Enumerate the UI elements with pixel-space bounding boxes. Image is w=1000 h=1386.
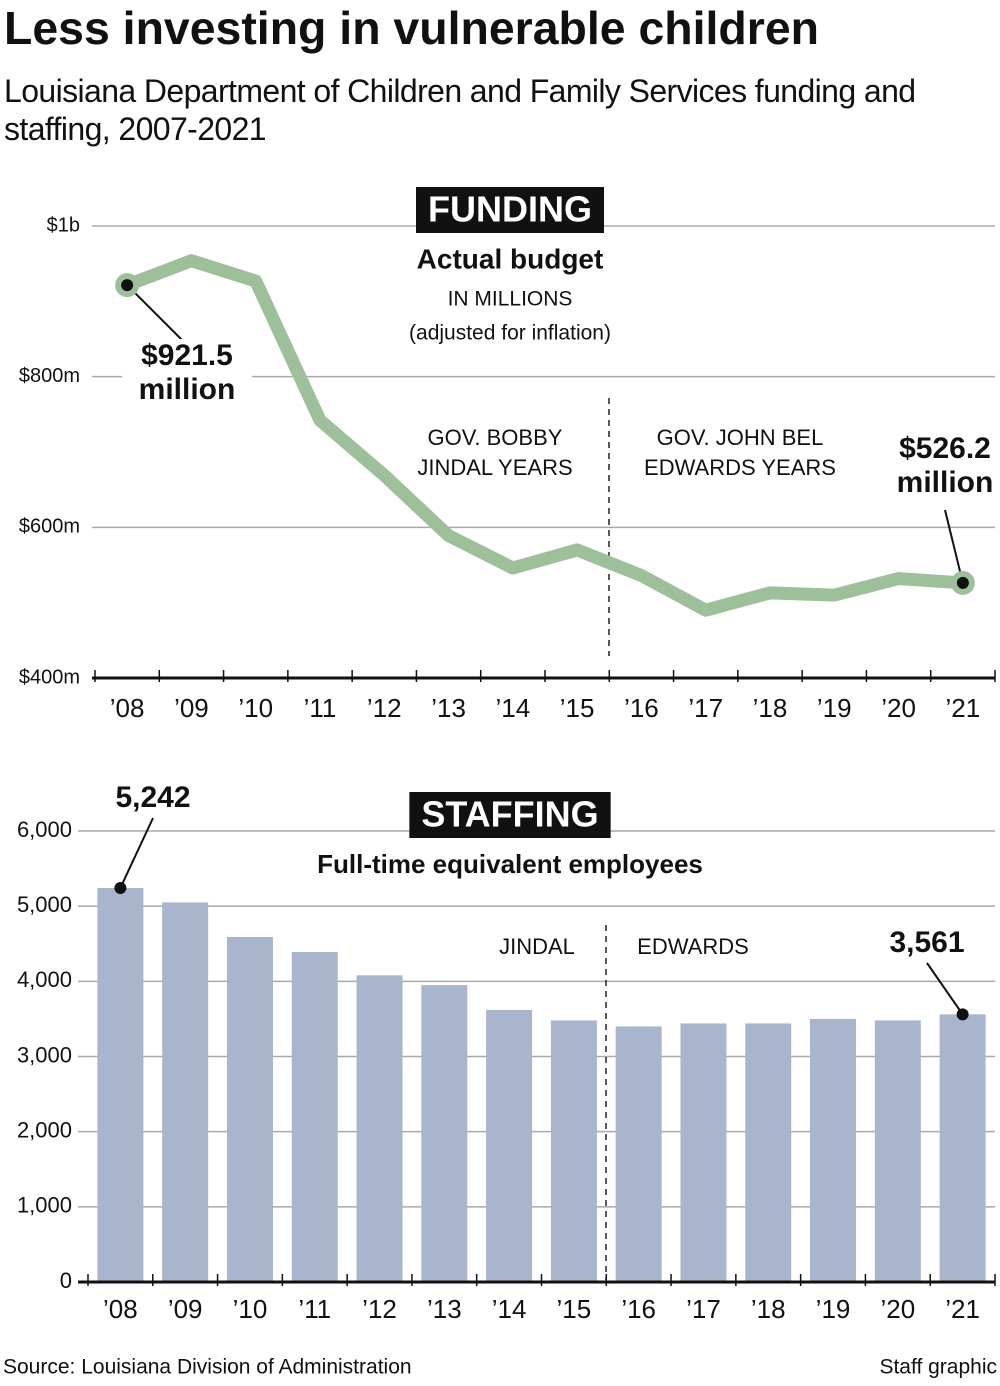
y-tick-label: 1,000 — [17, 1193, 72, 1218]
x-tick-label: ’16 — [621, 1294, 656, 1324]
chart-title: FUNDING — [428, 189, 592, 230]
x-tick-label: ’12 — [367, 693, 402, 723]
source: Source: Louisiana Division of Administra… — [3, 1356, 412, 1379]
x-tick-label: ’18 — [751, 1294, 786, 1324]
bar — [356, 975, 403, 1282]
x-tick-label: ’08 — [110, 693, 145, 723]
chart-note: (adjusted for inflation) — [409, 322, 611, 345]
y-tick-label: $400m — [19, 666, 80, 688]
page-title: Less investing in vulnerable children — [4, 2, 819, 54]
bar — [97, 887, 144, 1282]
page-subtitle: Louisiana Department of Children and Fam… — [4, 73, 916, 148]
bar — [615, 1026, 662, 1282]
funding-line — [120, 254, 970, 617]
x-tick-label: ’11 — [298, 1294, 331, 1324]
period-label: JINDAL — [499, 934, 575, 959]
y-tick-label: $800m — [19, 365, 80, 387]
y-tick-label: 0 — [60, 1268, 72, 1293]
leader-line — [119, 817, 154, 889]
x-tick-label: ’17 — [688, 693, 723, 723]
point-dot — [956, 1008, 969, 1021]
y-tick-label: $1b — [47, 214, 80, 236]
chart-units: IN MILLIONS — [448, 288, 573, 311]
y-tick-label: 4,000 — [17, 967, 72, 992]
x-tick-label: ’20 — [880, 1294, 915, 1324]
credit: Staff graphic — [879, 1356, 997, 1379]
value-label: $526.2 million — [880, 431, 1000, 501]
x-tick-label: ’10 — [238, 693, 273, 723]
x-tick-label: ’15 — [560, 693, 595, 723]
x-tick-label: ’10 — [233, 1294, 268, 1324]
title-badge — [409, 792, 611, 838]
leader-line — [944, 509, 964, 584]
bar — [550, 1020, 597, 1282]
bar — [486, 1009, 533, 1282]
bar — [291, 952, 338, 1282]
period-label: EDWARDS — [637, 934, 749, 959]
chart-subtitle: Full-time equivalent employees — [317, 849, 703, 879]
bar — [421, 985, 468, 1282]
leader-line — [926, 962, 964, 1015]
y-tick-label: 5,000 — [17, 892, 72, 917]
y-tick-label: 2,000 — [17, 1117, 72, 1142]
leader-line — [126, 284, 188, 346]
x-tick-label: ’09 — [174, 693, 209, 723]
y-tick-label: 6,000 — [17, 817, 72, 842]
chart-subtitle: Actual budget — [417, 243, 604, 274]
value-label: 5,242 — [93, 780, 213, 815]
x-tick-label: ’16 — [624, 693, 659, 723]
x-tick-label: ’21 — [946, 693, 981, 723]
bar — [810, 1018, 857, 1282]
bar — [680, 1023, 727, 1282]
chart-title: STAFFING — [421, 794, 598, 835]
bar — [939, 1014, 986, 1282]
x-tick-label: ’13 — [427, 1294, 462, 1324]
x-tick-label: ’21 — [945, 1294, 980, 1324]
x-tick-label: ’19 — [816, 1294, 851, 1324]
bar — [874, 1020, 921, 1282]
point-dot — [956, 576, 969, 589]
point-dot — [121, 279, 134, 292]
x-tick-label: ’14 — [492, 1294, 527, 1324]
x-tick-label: ’14 — [496, 693, 531, 723]
x-tick-label: ’17 — [686, 1294, 721, 1324]
x-tick-label: ’18 — [753, 693, 788, 723]
y-tick-label: $600m — [19, 516, 80, 538]
bar — [745, 1023, 792, 1282]
bar — [226, 936, 273, 1282]
title-badge — [416, 187, 604, 233]
x-tick-label: ’20 — [881, 693, 916, 723]
period-label: GOV. JOHN BEL EDWARDS YEARS — [644, 425, 836, 480]
x-tick-label: ’15 — [557, 1294, 592, 1324]
value-label: 3,561 — [867, 925, 987, 960]
x-tick-label: ’13 — [431, 693, 466, 723]
bar — [162, 902, 209, 1282]
y-tick-label: 3,000 — [17, 1042, 72, 1067]
x-tick-label: ’19 — [817, 693, 852, 723]
x-tick-label: ’08 — [103, 1294, 138, 1324]
value-label: $921.5 million — [122, 338, 252, 408]
x-tick-label: ’12 — [362, 1294, 397, 1324]
x-tick-label: ’09 — [168, 1294, 203, 1324]
period-label: GOV. BOBBY JINDAL YEARS — [417, 425, 573, 480]
point-dot — [114, 881, 127, 894]
x-tick-label: ’11 — [304, 693, 337, 723]
